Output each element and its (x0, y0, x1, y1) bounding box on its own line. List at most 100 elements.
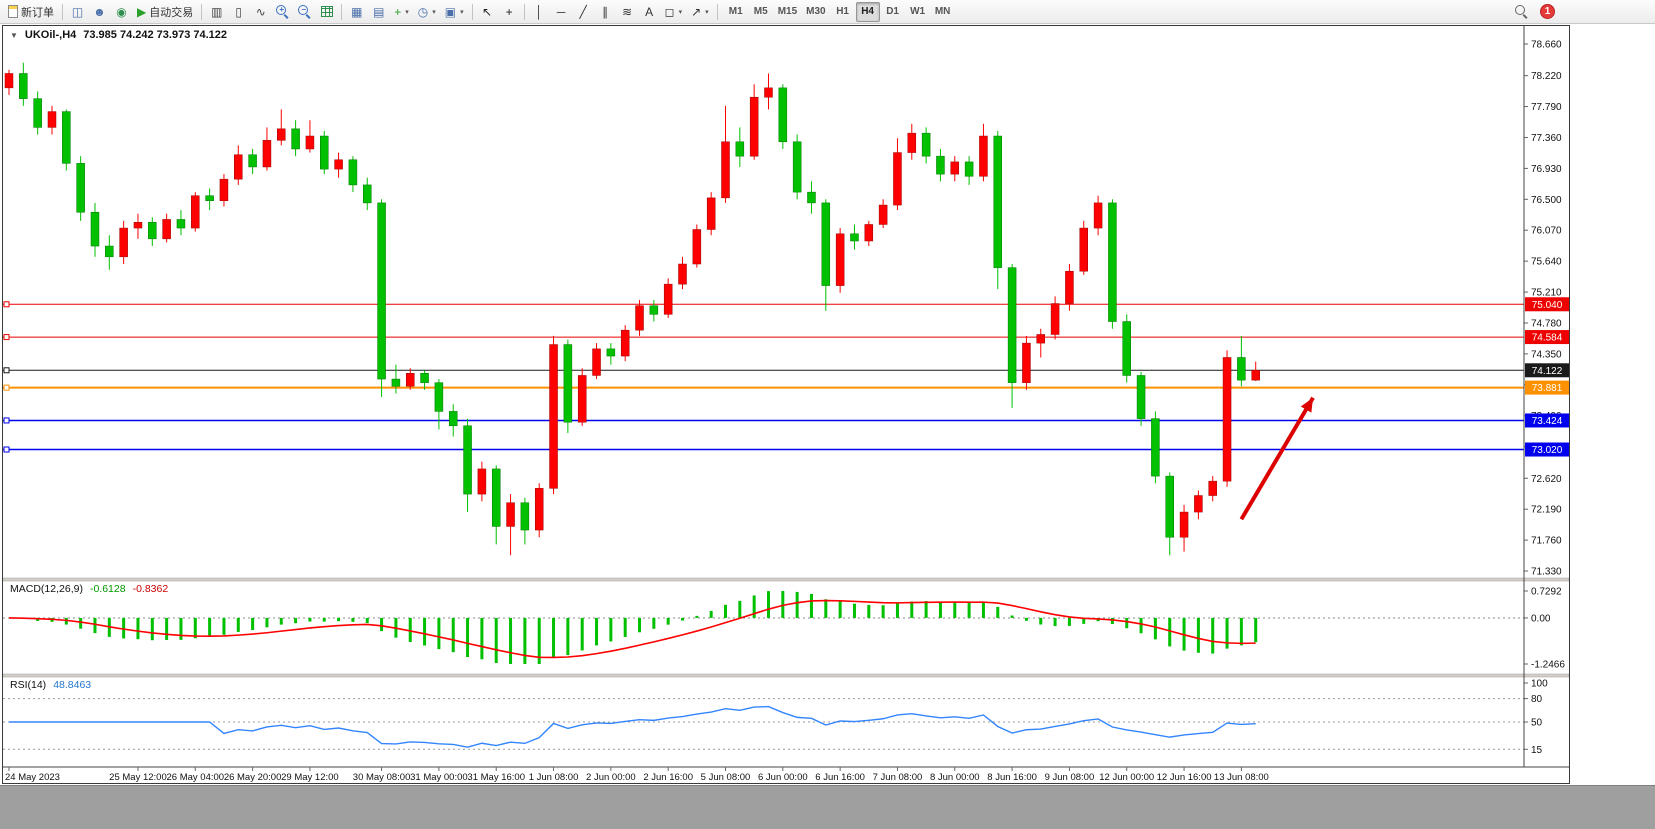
price-axis-label: 74.350 (1531, 349, 1562, 360)
new-chart-icon: ▤ (373, 4, 385, 19)
profile-button[interactable]: ☻ (89, 2, 110, 22)
macd-name: MACD(12,26,9) (10, 583, 83, 595)
candle-body (850, 233, 859, 242)
line-chart-mode-button[interactable]: ∿ (250, 2, 271, 22)
time-axis-label: 6 Jun 00:00 (758, 772, 808, 783)
price-badge (1525, 380, 1569, 395)
price-line-anchor[interactable] (3, 301, 10, 308)
panel-separator[interactable] (3, 577, 1569, 582)
panel-separator[interactable] (3, 673, 1569, 678)
candle-body (491, 468, 501, 527)
candle-body (678, 263, 687, 285)
new-chart-button[interactable]: ▤ (368, 2, 389, 22)
shapes-tool-button[interactable]: ◻ ▾ (661, 2, 686, 22)
clock-icon: ◷ (417, 4, 429, 19)
timeframe-m5-button[interactable]: M5 (753, 6, 768, 17)
candle-body (921, 132, 931, 157)
timeframe-mn-button[interactable]: MN (934, 6, 951, 17)
candle-body (1108, 202, 1117, 322)
grid-icon (320, 6, 333, 17)
candle-body (1022, 342, 1031, 383)
trendline-icon: ╱ (579, 4, 587, 19)
fibonacci-tool-button[interactable]: ≋ (617, 2, 638, 22)
candle-body (148, 222, 157, 240)
zoom-in-button[interactable]: + (272, 2, 293, 22)
text-tool-button[interactable]: A (639, 2, 660, 22)
channel-tool-button[interactable]: ∥ (595, 2, 616, 22)
candle-body (33, 98, 42, 128)
shapes-icon: ◻ (664, 4, 675, 19)
auto-trading-label: 自动交易 (149, 6, 194, 19)
search-icon[interactable] (1515, 5, 1528, 18)
time-axis-label: 31 May 00:00 (410, 772, 468, 783)
candle-body (1165, 475, 1174, 538)
candle-chart-mode-button[interactable]: ▯ (228, 2, 249, 22)
candle-body (176, 219, 186, 229)
candle-body (405, 373, 415, 387)
price-axis-label: 77.790 (1531, 102, 1562, 113)
toolbar-separator (341, 3, 343, 20)
candle-body (563, 344, 573, 423)
main-toolbar: 新订单 ◫ ☻ ◉ ▶ 自动交易 ▥ ▯ ∿ + − ▦ ▤ + ▾ ◷ ▾ ▣ ▾ ↖ + │ ─ ╱ ∥ ≋ A ◻ ▾ ↗ ▾ M1 M… (0, 0, 1655, 24)
templates-button[interactable]: ▣ ▾ (441, 2, 468, 22)
price-line-anchor[interactable] (3, 417, 10, 424)
timeframe-w1-button[interactable]: W1 (910, 6, 926, 17)
candle-body (1208, 480, 1217, 496)
chevron-down-icon: ▾ (705, 8, 709, 16)
chart-menu-icon[interactable]: ▼ (10, 30, 18, 40)
timeframe-h1-button[interactable]: H1 (836, 6, 849, 17)
price-badge-label: 73.424 (1532, 416, 1563, 427)
market-watch-button[interactable]: ◉ (111, 2, 132, 22)
price-line-anchor[interactable] (3, 384, 10, 391)
price-axis-label: 75.640 (1531, 257, 1562, 268)
cursor-icon: ↖ (482, 4, 493, 19)
price-line-anchor[interactable] (3, 334, 10, 341)
trendline-tool-button[interactable]: ╱ (573, 2, 594, 22)
timeframe-m15-button[interactable]: M15 (777, 6, 798, 17)
auto-trading-button[interactable]: ▶ 自动交易 (133, 2, 197, 22)
time-axis-label: 8 Jun 16:00 (987, 772, 1037, 783)
candle-body (76, 163, 85, 213)
candle-body (305, 135, 315, 150)
chart-window-icon: ◫ (71, 4, 84, 19)
candle-body (1007, 267, 1017, 383)
price-badge (1525, 363, 1569, 378)
candle-body (979, 135, 988, 177)
bar-chart-mode-button[interactable]: ▥ (206, 2, 227, 22)
timeframe-m1-button[interactable]: M1 (728, 6, 743, 17)
arrows-tool-button[interactable]: ↗ ▾ (687, 2, 713, 22)
candle-body (807, 191, 816, 204)
horizontal-line-tool-button[interactable]: ─ (551, 2, 572, 22)
macd-value: -0.6128 (89, 583, 126, 595)
price-line-anchor[interactable] (3, 446, 10, 453)
tile-windows-icon: ▦ (351, 4, 363, 19)
chart-window[interactable]: 78.660 78.220 77.790 77.360 76.930 76.500 76.0… (2, 25, 1570, 784)
vertical-line-tool-button[interactable]: │ (529, 2, 550, 22)
candle-body (821, 202, 831, 286)
chart-canvas[interactable]: 78.660 78.220 77.790 77.360 76.930 76.500 76.0… (3, 26, 1569, 783)
timeframe-h4-button[interactable]: H4 (855, 1, 880, 22)
notification-badge[interactable]: 1 (1540, 4, 1555, 19)
bar-chart-icon: ▥ (211, 4, 223, 19)
grid-toggle-button[interactable] (316, 2, 337, 22)
indicators-button[interactable]: + ▾ (390, 2, 413, 22)
price-axis-label: 74.780 (1531, 318, 1562, 329)
new-order-label: 新订单 (21, 6, 54, 19)
cursor-tool-button[interactable]: ↖ (477, 2, 498, 22)
candle-body (477, 468, 487, 495)
chart-window-button[interactable]: ◫ (67, 2, 88, 22)
periods-button[interactable]: ◷ ▾ (414, 2, 440, 22)
candle-body (334, 159, 343, 170)
fibonacci-icon: ≋ (622, 4, 633, 19)
zoom-out-button[interactable]: − (294, 2, 315, 22)
trend-arrow-annotation[interactable] (1239, 396, 1315, 521)
macd-axis-label: 0.7292 (1531, 587, 1562, 598)
time-axis-label: 25 May 12:00 (109, 772, 167, 783)
timeframe-m30-button[interactable]: M30 (806, 6, 826, 17)
candle-body (878, 204, 888, 225)
new-order-button[interactable]: 新订单 (4, 2, 58, 22)
crosshair-tool-button[interactable]: + (499, 2, 520, 22)
price-line-anchor[interactable] (3, 367, 10, 374)
tile-windows-button[interactable]: ▦ (346, 2, 367, 22)
timeframe-d1-button[interactable]: D1 (886, 6, 899, 17)
